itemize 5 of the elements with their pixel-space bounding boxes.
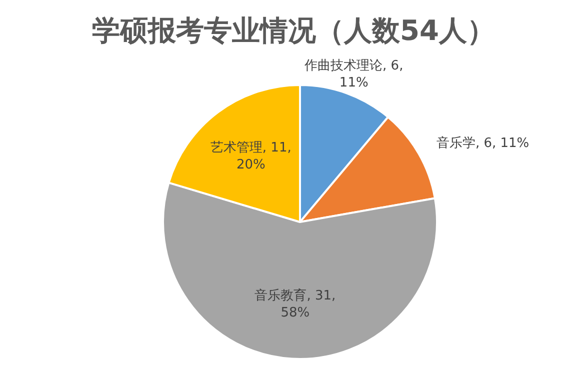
slice-label: 音乐教育, 31, 58%	[254, 288, 336, 321]
slice-label: 艺术管理, 11, 20%	[210, 140, 292, 173]
slice-label: 音乐学, 6, 11%	[436, 136, 530, 152]
slice-label: 作曲技术理论, 6, 11%	[304, 58, 404, 90]
chart-title: 学硕报考专业情况（人数54人）	[92, 14, 495, 47]
